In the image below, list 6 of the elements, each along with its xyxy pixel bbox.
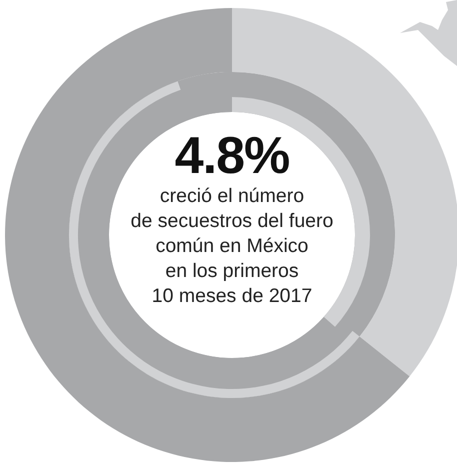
text: común en México bbox=[154, 234, 310, 259]
text: 10 meses de 2017 bbox=[150, 284, 314, 309]
text: creció el número bbox=[158, 184, 306, 209]
text: 4.8% bbox=[174, 127, 290, 185]
text: de secuestros del fuero bbox=[130, 209, 334, 234]
text: en los primeros bbox=[164, 259, 300, 284]
